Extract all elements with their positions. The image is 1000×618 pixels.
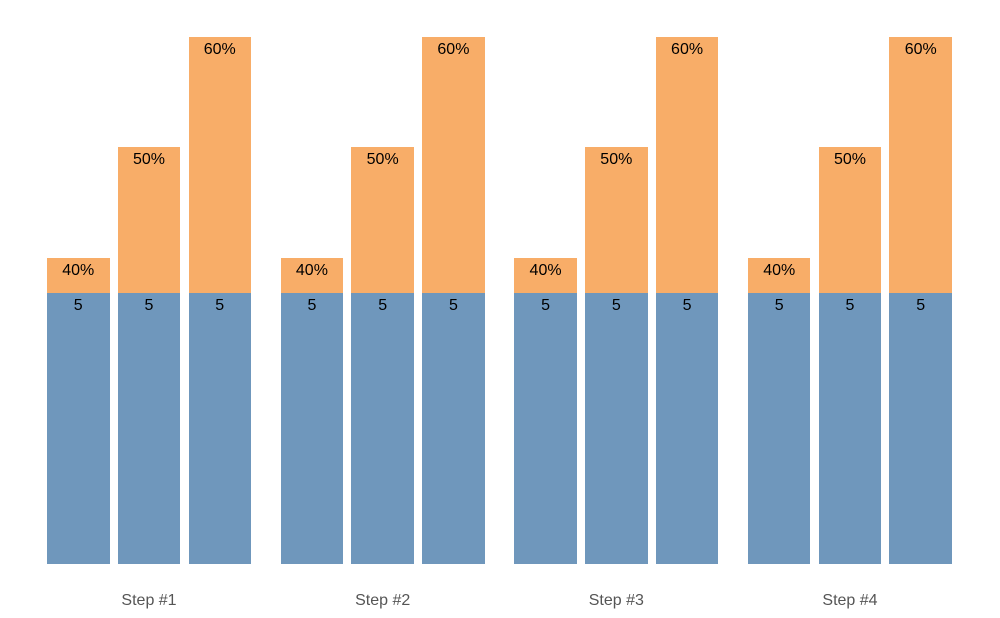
bar-group-bars: 40% 5 50% 5 60% 5 — [514, 37, 719, 564]
top-percent-segment: 60% — [889, 37, 952, 293]
top-percent-segment: 50% — [585, 147, 648, 293]
top-percent-segment: 60% — [188, 37, 251, 293]
stacked-bar: 50% 5 — [117, 147, 181, 564]
top-percent-segment: 50% — [351, 147, 414, 293]
bar-group-bars: 40% 5 50% 5 60% 5 — [47, 37, 251, 564]
bar-percent-label: 50% — [366, 151, 399, 168]
stacked-bar: 50% 5 — [585, 147, 648, 564]
bar-base-value-label: 5 — [611, 297, 621, 314]
base-value-segment: 5 — [889, 293, 952, 564]
top-percent-segment: 40% — [514, 258, 577, 293]
bar-base-value-label: 5 — [307, 297, 317, 314]
bar-base-value-label: 5 — [774, 297, 784, 314]
bar-percent-label: 50% — [833, 151, 866, 168]
top-percent-segment: 40% — [47, 258, 110, 293]
bar-group: 40% 5 50% 5 60% 5 Step #2 — [280, 37, 485, 610]
bar-base-value-label: 5 — [682, 297, 692, 314]
base-value-segment: 5 — [188, 293, 251, 564]
bar-base-value-label: 5 — [448, 297, 458, 314]
bar-base-value-label: 5 — [378, 297, 388, 314]
bar-base-value-label: 5 — [916, 297, 926, 314]
top-percent-segment: 60% — [655, 37, 719, 293]
bar-percent-label: 60% — [203, 41, 236, 58]
stacked-bar: 60% 5 — [889, 37, 952, 564]
stacked-bar: 50% 5 — [818, 147, 882, 564]
stacked-bar: 40% 5 — [514, 258, 577, 564]
bar-percent-label: 40% — [62, 262, 95, 279]
x-axis-category-label: Step #3 — [588, 592, 644, 609]
top-percent-segment: 50% — [117, 147, 181, 293]
stacked-bar: 60% 5 — [655, 37, 719, 564]
base-value-segment: 5 — [422, 293, 485, 564]
base-value-segment: 5 — [818, 293, 882, 564]
bar-group: 40% 5 50% 5 60% 5 Step #4 — [747, 37, 952, 610]
bar-percent-label: 40% — [529, 262, 562, 279]
plot-area: 40% 5 50% 5 60% 5 Step #1 40% 5 50% 5 60% 5 Step #2 40… — [47, 37, 952, 610]
base-value-segment: 5 — [117, 293, 181, 564]
bar-group-bars: 40% 5 50% 5 60% 5 — [747, 37, 952, 564]
stacked-bar: 60% 5 — [188, 37, 251, 564]
bar-percent-label: 50% — [132, 151, 166, 168]
bar-group-bars: 40% 5 50% 5 60% 5 — [280, 37, 485, 564]
stacked-bar: 40% 5 — [47, 258, 110, 564]
bar-group: 40% 5 50% 5 60% 5 Step #3 — [514, 37, 719, 610]
top-percent-segment: 50% — [818, 147, 882, 293]
stacked-bar: 40% 5 — [747, 258, 811, 564]
base-value-segment: 5 — [655, 293, 719, 564]
base-value-segment: 5 — [585, 293, 648, 564]
bar-base-value-label: 5 — [541, 297, 551, 314]
bar-base-value-label: 5 — [215, 297, 225, 314]
x-axis-category-label: Step #2 — [355, 592, 411, 609]
bar-base-value-label: 5 — [73, 297, 83, 314]
top-percent-segment: 40% — [280, 258, 344, 293]
bar-percent-label: 60% — [904, 41, 937, 58]
bar-base-value-label: 5 — [144, 297, 154, 314]
base-value-segment: 5 — [351, 293, 414, 564]
base-value-segment: 5 — [280, 293, 344, 564]
bar-percent-label: 50% — [600, 151, 633, 168]
top-percent-segment: 40% — [747, 258, 811, 293]
top-percent-segment: 60% — [422, 37, 485, 293]
base-value-segment: 5 — [47, 293, 110, 564]
base-value-segment: 5 — [514, 293, 577, 564]
bar-percent-label: 60% — [671, 41, 704, 58]
x-axis-category-label: Step #4 — [822, 592, 878, 609]
bar-base-value-label: 5 — [845, 297, 855, 314]
stacked-bar: 40% 5 — [280, 258, 344, 564]
bar-percent-label: 40% — [295, 262, 328, 279]
stacked-bar: 50% 5 — [351, 147, 414, 564]
bar-percent-label: 40% — [763, 262, 796, 279]
base-value-segment: 5 — [747, 293, 811, 564]
stacked-bar: 60% 5 — [422, 37, 485, 564]
x-axis-category-label: Step #1 — [121, 592, 177, 609]
bar-percent-label: 60% — [437, 41, 470, 58]
bar-group: 40% 5 50% 5 60% 5 Step #1 — [47, 37, 251, 610]
